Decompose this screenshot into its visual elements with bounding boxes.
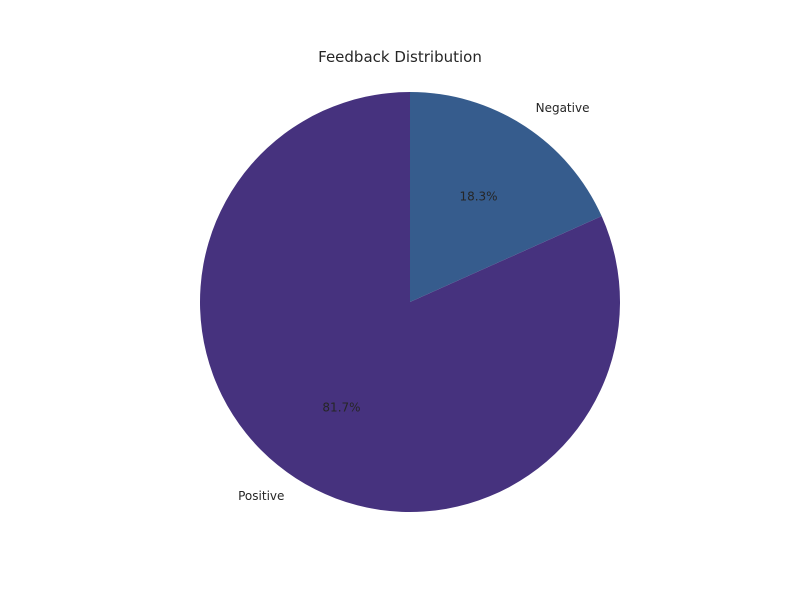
slice-percent-positive: 81.7% <box>322 401 360 415</box>
pie-slice-positive <box>199 92 620 512</box>
pie-slice-negative <box>410 92 602 302</box>
chart-title: Feedback Distribution <box>318 48 482 66</box>
slice-label-positive: Positive <box>238 489 284 503</box>
slice-label-negative: Negative <box>536 101 590 115</box>
slice-percent-negative: 18.3% <box>459 189 497 203</box>
